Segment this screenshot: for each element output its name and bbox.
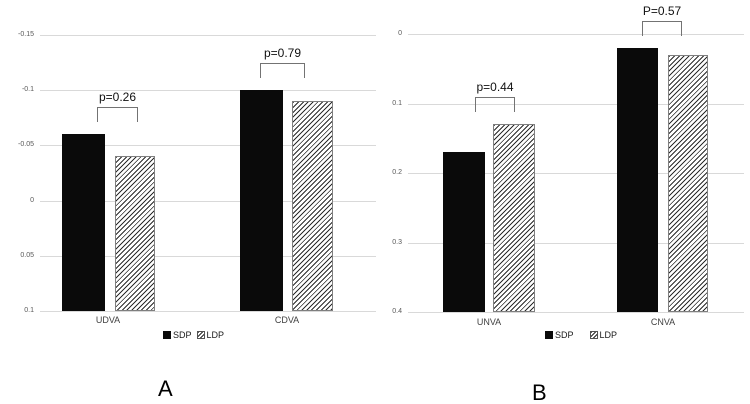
y-tick-label: 0.1 <box>392 99 402 107</box>
p-value-label-cnva: P=0.57 <box>642 3 682 18</box>
bar-sdp-udva <box>62 134 105 311</box>
legend-label-sdp: SDP <box>173 330 192 340</box>
bar-ldp-cdva <box>292 101 333 311</box>
bar-sdp-unva <box>443 152 485 312</box>
gridline <box>408 242 744 244</box>
legend-item-sdp: SDP <box>545 330 574 340</box>
y-tick-label: 0.05 <box>20 251 34 259</box>
y-tick-label: 0.2 <box>392 169 402 176</box>
legend-swatch-ldp <box>196 331 205 339</box>
y-tick-label: -0.15 <box>18 31 34 38</box>
legend: SDP LDP <box>545 330 617 340</box>
gridline <box>40 145 376 147</box>
y-tick-label: 0 <box>398 30 402 37</box>
legend: SDP LDP <box>163 330 224 340</box>
bar-sdp-cdva <box>240 90 283 311</box>
gridline <box>408 173 744 174</box>
gridline <box>40 35 376 36</box>
significance-bracket-unva <box>475 97 515 113</box>
legend-item-sdp: SDP <box>163 330 192 340</box>
p-value-label-unva: p=0.44 <box>476 80 514 95</box>
p-value-label-udva: p=0.26 <box>98 90 137 105</box>
y-tick-label: -0.05 <box>18 141 34 149</box>
legend-swatch-sdp <box>163 331 171 339</box>
legend-item-ldp: LDP <box>196 330 225 340</box>
significance-bracket-udva <box>97 107 138 123</box>
x-category-label-cnva: CNVA <box>650 317 676 327</box>
significance-bracket-cnva <box>642 20 682 36</box>
x-category-label-udva: UDVA <box>95 315 121 325</box>
gridline <box>40 311 376 312</box>
x-category-label-unva: UNVA <box>476 317 502 327</box>
y-tick-label: 0.4 <box>392 308 402 315</box>
legend-swatch-sdp <box>545 331 553 339</box>
y-tick-label: 0.3 <box>392 238 402 246</box>
panel-b-label: B <box>532 380 547 404</box>
legend-label-ldp: LDP <box>206 330 225 340</box>
bar-sdp-cnva <box>617 47 658 312</box>
legend-label-ldp: LDP <box>599 330 618 340</box>
gridline <box>40 90 376 92</box>
panel-a-label: A <box>158 376 173 401</box>
bar-ldp-unva <box>493 124 535 312</box>
bar-ldp-cnva <box>668 54 708 312</box>
gridline <box>40 200 376 202</box>
legend-label-sdp: SDP <box>555 330 574 340</box>
bar-ldp-udva <box>115 156 155 311</box>
significance-bracket-cdva <box>260 63 305 79</box>
gridline <box>40 255 376 257</box>
p-value-label-cdva: p=0.79 <box>263 46 302 61</box>
y-tick-label: 0 <box>30 196 34 204</box>
legend-swatch-ldp <box>589 331 598 339</box>
x-category-label-cdva: CDVA <box>274 315 300 325</box>
y-tick-label: -0.1 <box>21 86 34 94</box>
gridline <box>408 34 744 35</box>
legend-item-ldp: LDP <box>589 330 618 340</box>
y-tick-label: 0.1 <box>24 307 34 314</box>
gridline <box>408 312 744 313</box>
gridline <box>408 103 744 105</box>
